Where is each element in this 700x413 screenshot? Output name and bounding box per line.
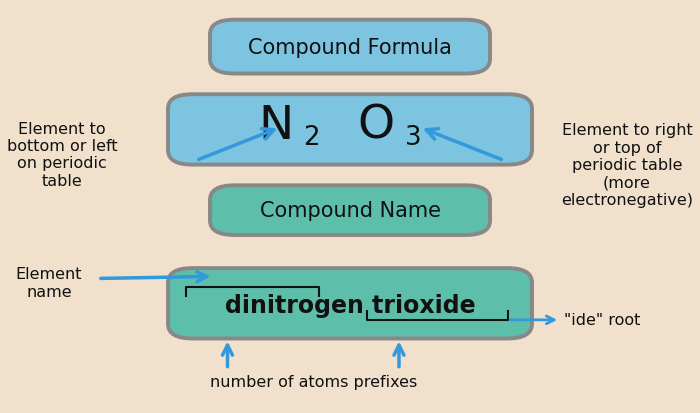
FancyBboxPatch shape bbox=[210, 21, 490, 74]
Text: dinitrogen trioxide: dinitrogen trioxide bbox=[225, 294, 475, 318]
Text: O: O bbox=[357, 104, 394, 148]
FancyBboxPatch shape bbox=[168, 95, 532, 165]
Text: "ide" root: "ide" root bbox=[564, 313, 640, 328]
Text: Compound Name: Compound Name bbox=[260, 201, 440, 221]
Text: Element
name: Element name bbox=[16, 267, 83, 299]
FancyBboxPatch shape bbox=[168, 268, 532, 339]
Text: Element to
bottom or left
on periodic
table: Element to bottom or left on periodic ta… bbox=[7, 121, 118, 188]
Text: 3: 3 bbox=[405, 125, 421, 150]
FancyBboxPatch shape bbox=[210, 186, 490, 235]
Text: Element to right
or top of
periodic table
(more
electronegative): Element to right or top of periodic tabl… bbox=[561, 123, 693, 207]
Text: Compound Formula: Compound Formula bbox=[248, 38, 452, 57]
Text: number of atoms prefixes: number of atoms prefixes bbox=[209, 374, 417, 389]
Text: N: N bbox=[259, 104, 294, 148]
Text: 2: 2 bbox=[303, 125, 320, 150]
